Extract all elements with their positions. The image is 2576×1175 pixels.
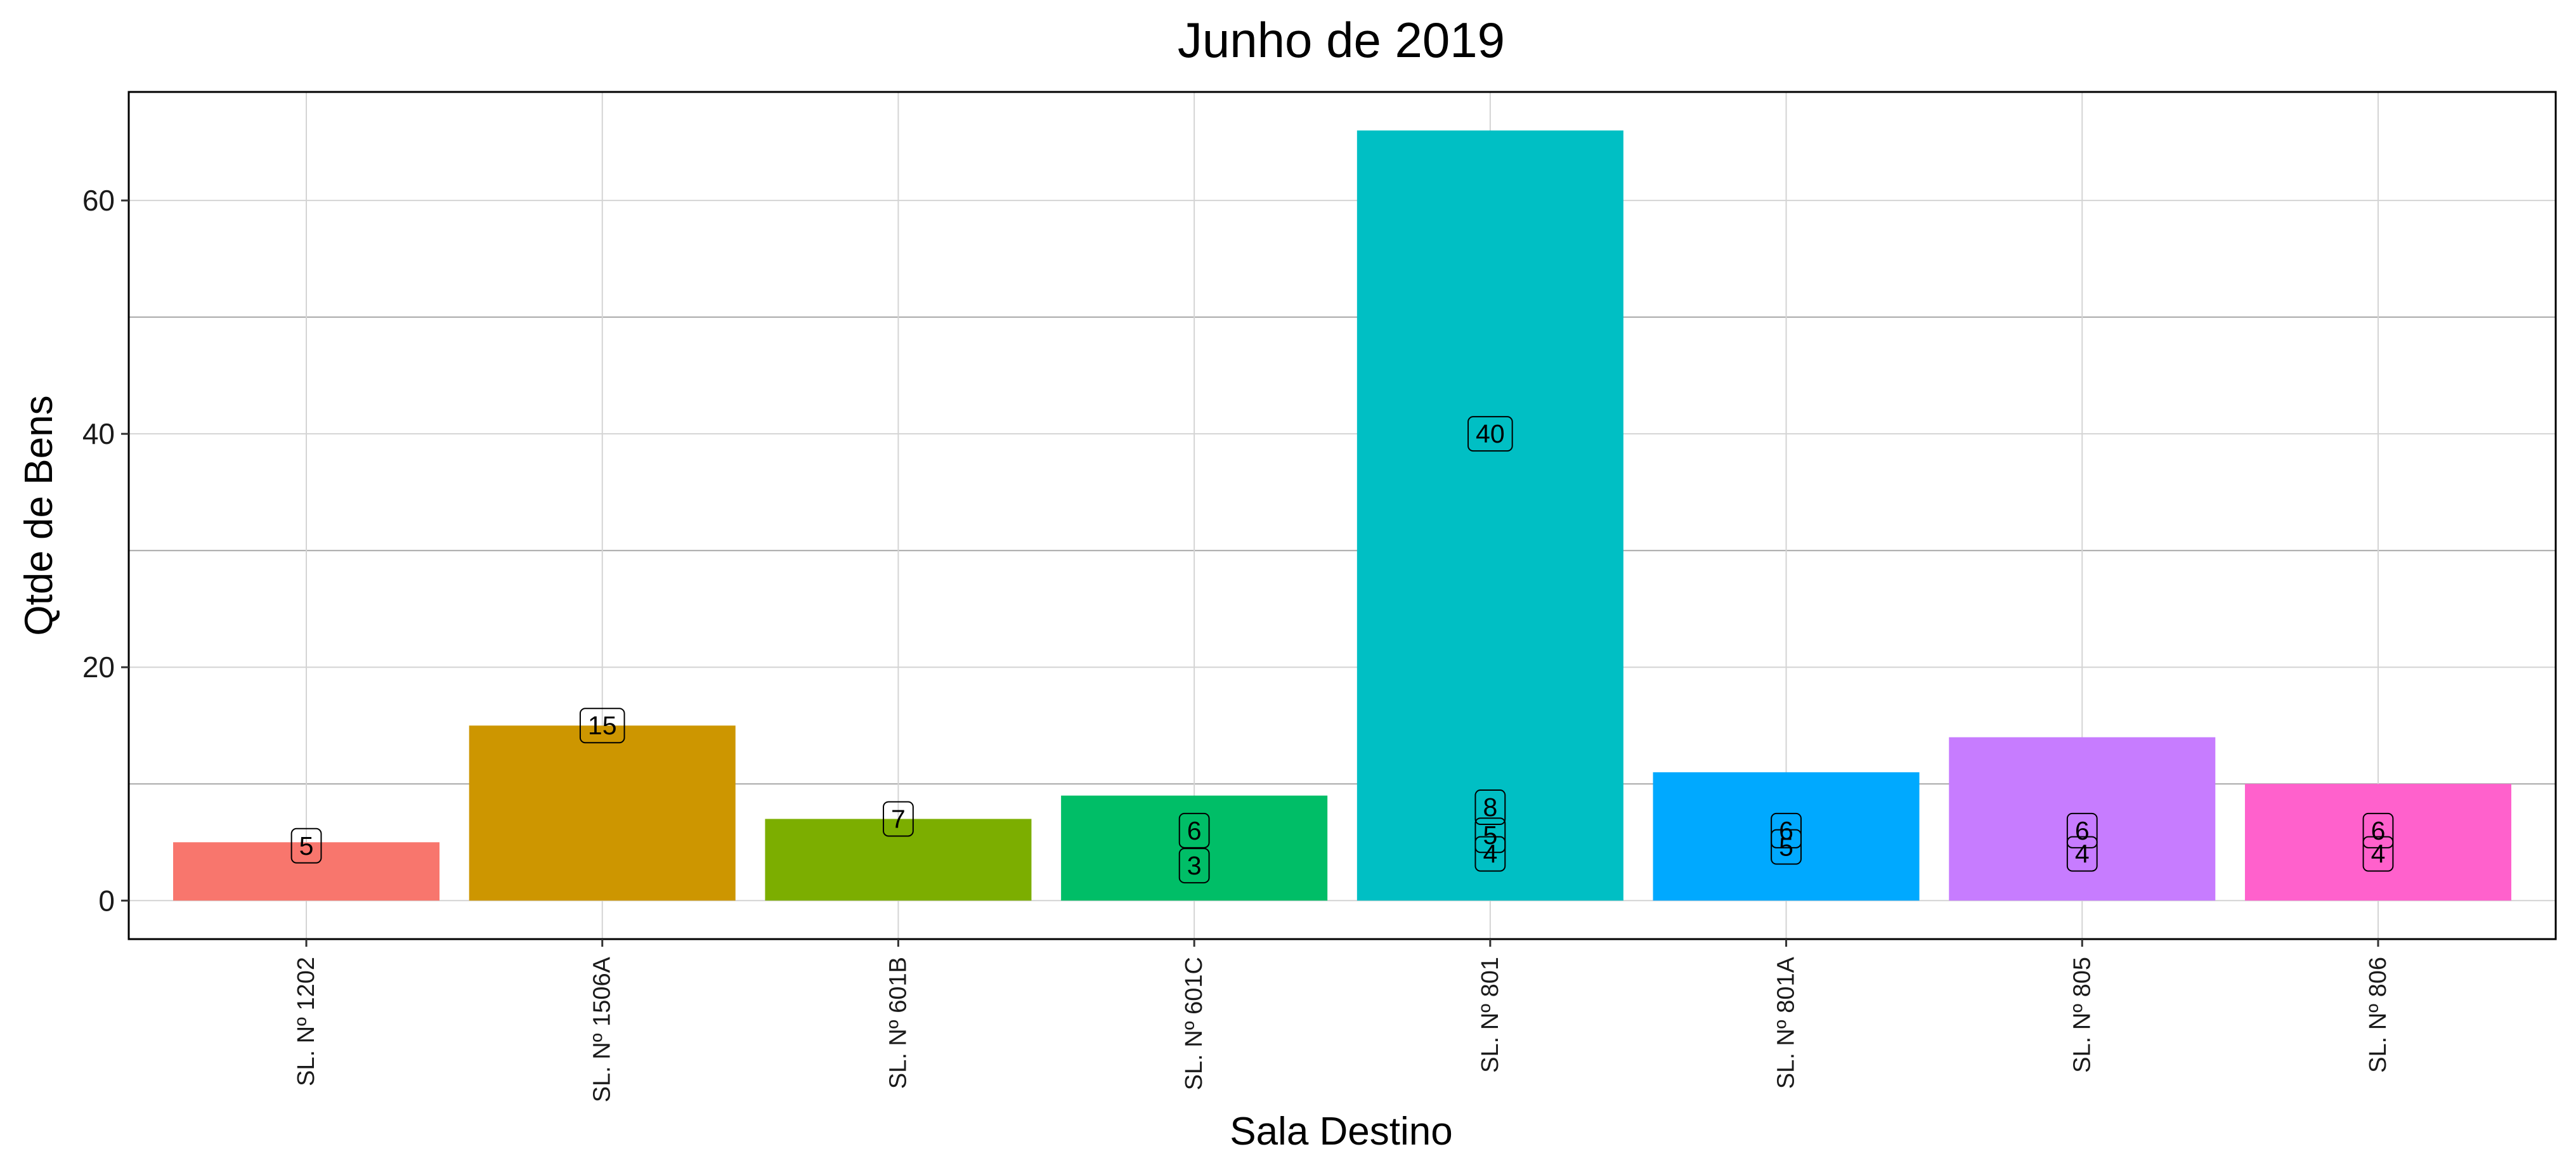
x-tick-label: SL. Nº 801A bbox=[1773, 956, 1800, 1089]
bar bbox=[1949, 737, 2216, 901]
data-label-text: 4 bbox=[1483, 840, 1497, 869]
data-label: 6 bbox=[1178, 812, 1210, 848]
data-label-box bbox=[1474, 817, 1506, 854]
bar bbox=[469, 725, 736, 901]
data-label-text: 4 bbox=[2075, 840, 2090, 869]
data-label-box bbox=[2066, 812, 2098, 848]
x-tick-label: SL. Nº 806 bbox=[2365, 957, 2391, 1073]
data-label: 5 bbox=[1474, 817, 1506, 854]
data-label-text: 5 bbox=[299, 831, 314, 860]
data-label-text: 40 bbox=[1476, 419, 1505, 448]
data-label: 5 bbox=[1771, 829, 1802, 865]
plot-panel bbox=[127, 91, 2557, 940]
data-label: 4 bbox=[1474, 836, 1506, 872]
bar bbox=[2244, 784, 2511, 901]
x-axis: SL. Nº 1202 SL. Nº 1506A SL. Nº 601B SL. Nº… bbox=[293, 939, 2391, 1102]
bar bbox=[1653, 772, 1920, 901]
data-label: 6 bbox=[2066, 812, 2098, 848]
data-label: 15 bbox=[579, 708, 625, 744]
x-tick-label: SL. Nº 601C bbox=[1181, 957, 1207, 1090]
data-label: 6 bbox=[1771, 812, 1802, 848]
data-label-box bbox=[579, 708, 625, 744]
y-tick-label: 40 bbox=[82, 417, 115, 450]
y-axis-title: Qtde de Bens bbox=[17, 395, 61, 635]
data-label-text: 7 bbox=[891, 804, 906, 833]
data-label-text: 6 bbox=[1187, 816, 1202, 845]
data-label-text: 6 bbox=[2075, 816, 2090, 845]
data-label: 6 bbox=[2362, 812, 2394, 848]
data-label-text: 8 bbox=[1483, 793, 1497, 822]
data-label: 4 bbox=[2362, 836, 2394, 872]
data-label-text: 4 bbox=[2371, 840, 2386, 869]
data-label-box bbox=[1467, 416, 1513, 452]
data-label-box bbox=[1178, 812, 1210, 848]
x-tick-label: SL. Nº 801 bbox=[1477, 957, 1504, 1073]
y-tick-label: 0 bbox=[98, 884, 115, 917]
bars bbox=[173, 130, 2511, 901]
data-label-text: 5 bbox=[1779, 833, 1793, 862]
data-label-box bbox=[1474, 789, 1506, 826]
data-label-box bbox=[290, 828, 322, 864]
data-label-text: 6 bbox=[1779, 816, 1793, 845]
data-label-box bbox=[1771, 829, 1802, 865]
y-axis: 0 20 40 60 bbox=[82, 184, 129, 917]
y-tick-label: 20 bbox=[82, 651, 115, 684]
data-label-text: 15 bbox=[588, 711, 617, 740]
data-label-box bbox=[2066, 836, 2098, 872]
data-label: 7 bbox=[883, 801, 914, 837]
x-tick-label: SL. Nº 1202 bbox=[293, 957, 320, 1086]
data-label-text: 5 bbox=[1483, 821, 1497, 850]
x-tick-label: SL. Nº 601B bbox=[885, 957, 911, 1089]
data-label: 40 bbox=[1467, 416, 1513, 452]
data-label: 3 bbox=[1178, 848, 1210, 884]
data-label-text: 3 bbox=[1187, 851, 1202, 880]
data-label-text: 6 bbox=[2371, 816, 2386, 845]
x-tick-label: SL. Nº 1506A bbox=[589, 956, 616, 1102]
data-label-box bbox=[2362, 836, 2394, 872]
data-label-box bbox=[1178, 848, 1210, 884]
bar bbox=[173, 842, 440, 901]
bar bbox=[1356, 130, 1623, 901]
x-axis-title: Sala Destino bbox=[1230, 1110, 1453, 1153]
x-tick-label: SL. Nº 805 bbox=[2069, 957, 2095, 1073]
data-label: 8 bbox=[1474, 789, 1506, 826]
data-label-box bbox=[883, 801, 914, 837]
data-label: 4 bbox=[2066, 836, 2098, 872]
data-label-box bbox=[1474, 836, 1506, 872]
bar bbox=[765, 819, 1032, 901]
y-tick-label: 60 bbox=[82, 184, 115, 217]
chart-title: Junho de 2019 bbox=[1178, 12, 1505, 68]
data-label: 5 bbox=[290, 828, 322, 864]
data-label-box bbox=[2362, 812, 2394, 848]
data-label-box bbox=[1771, 812, 1802, 848]
